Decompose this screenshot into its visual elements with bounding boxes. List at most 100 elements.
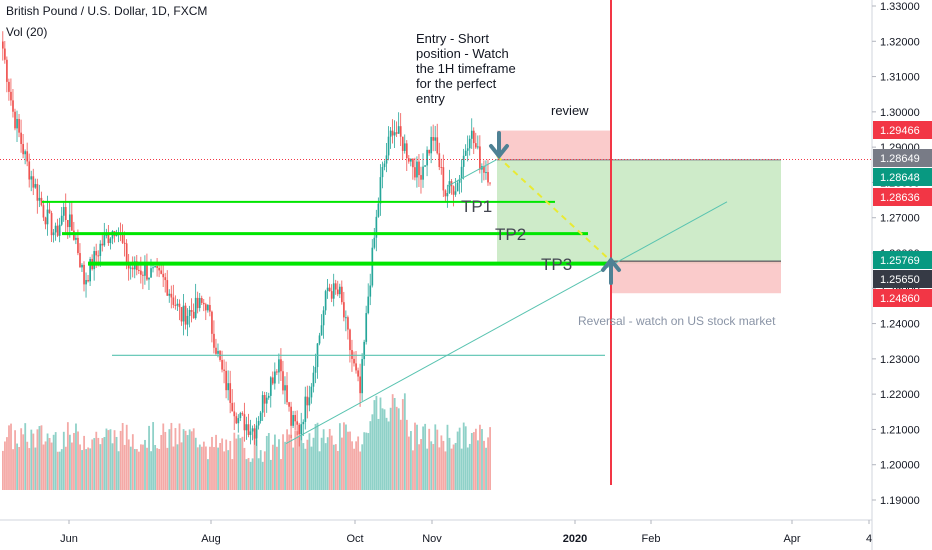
volume-bar [308,433,311,490]
volume-bar [276,446,278,490]
candle-body [286,385,288,403]
volume-bar [227,450,230,490]
volume-bar [66,422,69,490]
reversal-arrow [601,256,621,285]
candle-body [280,359,282,372]
volume-bar [52,434,55,490]
candle-body [418,161,420,176]
volume-bar [107,430,110,490]
volume-bar [249,461,252,490]
candle-body [36,184,39,201]
y-tick-label: 1.19000 [880,495,920,507]
candle-body [62,207,65,216]
candle-body [470,130,473,139]
volume-bar [93,438,96,490]
volume-bar [263,451,266,490]
volume-bar [182,429,185,490]
candle-body [278,359,280,373]
candle-body [336,289,339,295]
volume-bar [87,447,90,490]
candle-body [10,91,12,101]
volume-bar [274,434,276,490]
volume-bar [223,451,226,490]
volume-bar [160,434,163,490]
x-tick-label: 4 [866,533,872,545]
candle-body [73,230,75,240]
candle-body [245,424,248,431]
volume-bar [30,429,33,490]
volume-bar [73,432,75,490]
volume-bar [341,437,343,490]
drawing-lines [0,0,872,485]
candle-body [458,178,461,183]
candle-body [381,167,384,178]
candle-body [227,383,230,391]
candle-body [85,279,87,285]
volume-bar [221,438,224,490]
candle-body [428,149,430,154]
volume-bar [458,427,461,490]
candle-body [99,243,102,256]
entry-note-line: entry [416,91,445,106]
candle-body [68,214,71,228]
volume-bar [138,451,140,490]
volume-bar [416,424,418,490]
time-axis[interactable]: Jun Aug Oct Nov 2020 Feb Apr 4 [60,520,872,545]
candle-body [363,341,366,360]
volume-bar [338,423,341,490]
volume-bar [190,431,193,490]
volume-bar [64,446,67,490]
candle-body [284,385,286,391]
candle-body [456,182,459,192]
volume-bar [113,430,116,490]
candle-body [351,350,353,359]
volume-bar [166,447,169,490]
candle-body [40,197,43,206]
candle-body [16,118,18,129]
candle-body [255,425,258,439]
candle-body [180,307,183,322]
volume-bar [178,423,181,490]
y-tick-label: 1.33000 [880,1,920,13]
volume-bar [170,422,173,490]
candle-body [410,158,412,162]
position-zones [497,130,781,294]
volume-bar [318,451,321,490]
candle-body [164,277,167,281]
candle-body [341,286,343,303]
candle-body [89,258,91,282]
candle-body [127,263,130,269]
volume-bar [119,430,122,490]
volume-bar [436,429,439,490]
volume-bar [115,436,118,490]
volume-bar [395,406,398,490]
short-profit-zone [497,159,781,264]
volume-bar [375,395,378,490]
volume-bar [322,429,325,490]
candle-body [170,293,173,298]
volume-bar [432,443,435,490]
volume-bar [298,436,301,490]
candle-body [474,143,477,148]
candle-body [312,372,315,387]
volume-bar [365,432,368,490]
candle-body [324,291,327,311]
volume-bar [144,439,146,490]
candle-body [186,315,189,325]
candle-body [377,203,380,217]
volume-bar [28,448,31,490]
volume-bar [135,449,138,490]
volume-bar [408,436,410,490]
volume-bar [470,433,473,490]
volume-bar [440,435,443,490]
volume-bar [196,447,199,490]
candle-body [121,235,124,243]
candle-body [436,137,439,154]
volume-bar [424,423,427,490]
volume-bar [377,418,380,490]
volume-bar [456,431,459,490]
volume-bar [412,450,414,490]
volume-bar [302,443,305,490]
candle-body [253,428,256,439]
